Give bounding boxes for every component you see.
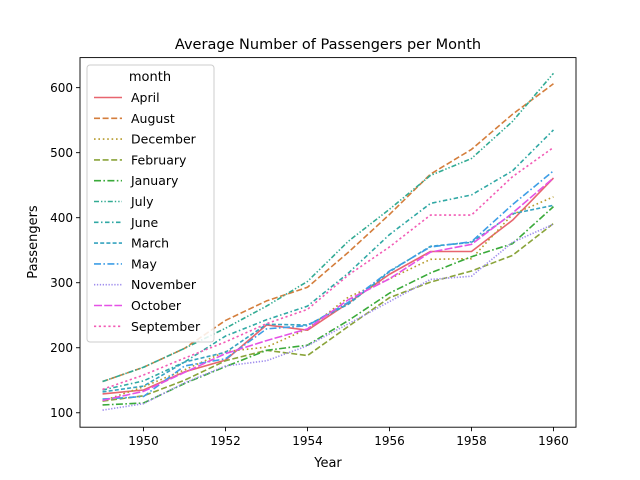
y-tick-label: 500: [50, 146, 73, 160]
series-line-may: [102, 170, 554, 400]
legend-label-december: December: [131, 132, 197, 147]
x-tick-label: 1950: [128, 434, 159, 448]
x-tick-label: 1958: [456, 434, 487, 448]
series-line-july: [102, 72, 555, 383]
x-tick-label: 1956: [374, 434, 405, 448]
y-tick-label: 200: [50, 341, 73, 355]
y-tick-label: 100: [50, 406, 73, 420]
x-axis-label: Year: [313, 456, 342, 471]
series-line-september: [102, 146, 554, 391]
series-line-november: [102, 223, 554, 411]
series-line-april: [102, 177, 555, 395]
y-tick-label: 300: [50, 276, 73, 290]
legend-label-september: September: [131, 319, 201, 334]
series-line-february: [102, 222, 554, 402]
y-axis: 100 200 300 400 500 600: [50, 81, 80, 420]
legend-label-october: October: [131, 298, 182, 313]
legend-label-january: January: [130, 173, 179, 188]
legend: month April August December February January…: [86, 64, 215, 343]
series-line-august: [102, 83, 554, 383]
series-line-december: [102, 196, 554, 402]
legend-frame: [86, 64, 215, 343]
legend-label-june: June: [130, 215, 159, 230]
legend-label-november: November: [131, 277, 197, 292]
y-axis-label: Passengers: [26, 205, 41, 279]
legend-label-february: February: [131, 152, 187, 167]
series-line-march: [102, 204, 554, 393]
x-tick-label: 1960: [538, 434, 569, 448]
legend-items: April August December February January July Ju…: [94, 90, 201, 334]
legend-label-july: July: [130, 194, 154, 209]
legend-label-april: April: [131, 90, 160, 105]
x-tick-label: 1952: [210, 434, 241, 448]
x-axis: 1950 1952 1954 1956 1958 1960: [128, 427, 569, 448]
y-tick-label: 600: [50, 81, 73, 95]
x-tick-label: 1954: [292, 434, 323, 448]
y-tick-label: 400: [50, 211, 73, 225]
legend-title: month: [129, 70, 171, 85]
chart-title: Average Number of Passengers per Month: [175, 37, 481, 53]
legend-label-march: March: [131, 236, 169, 251]
plot-lines: [102, 72, 555, 411]
series-line-october: [102, 177, 554, 402]
plot-frame: [79, 57, 577, 428]
legend-label-august: August: [131, 111, 175, 126]
legend-label-may: May: [131, 256, 157, 271]
